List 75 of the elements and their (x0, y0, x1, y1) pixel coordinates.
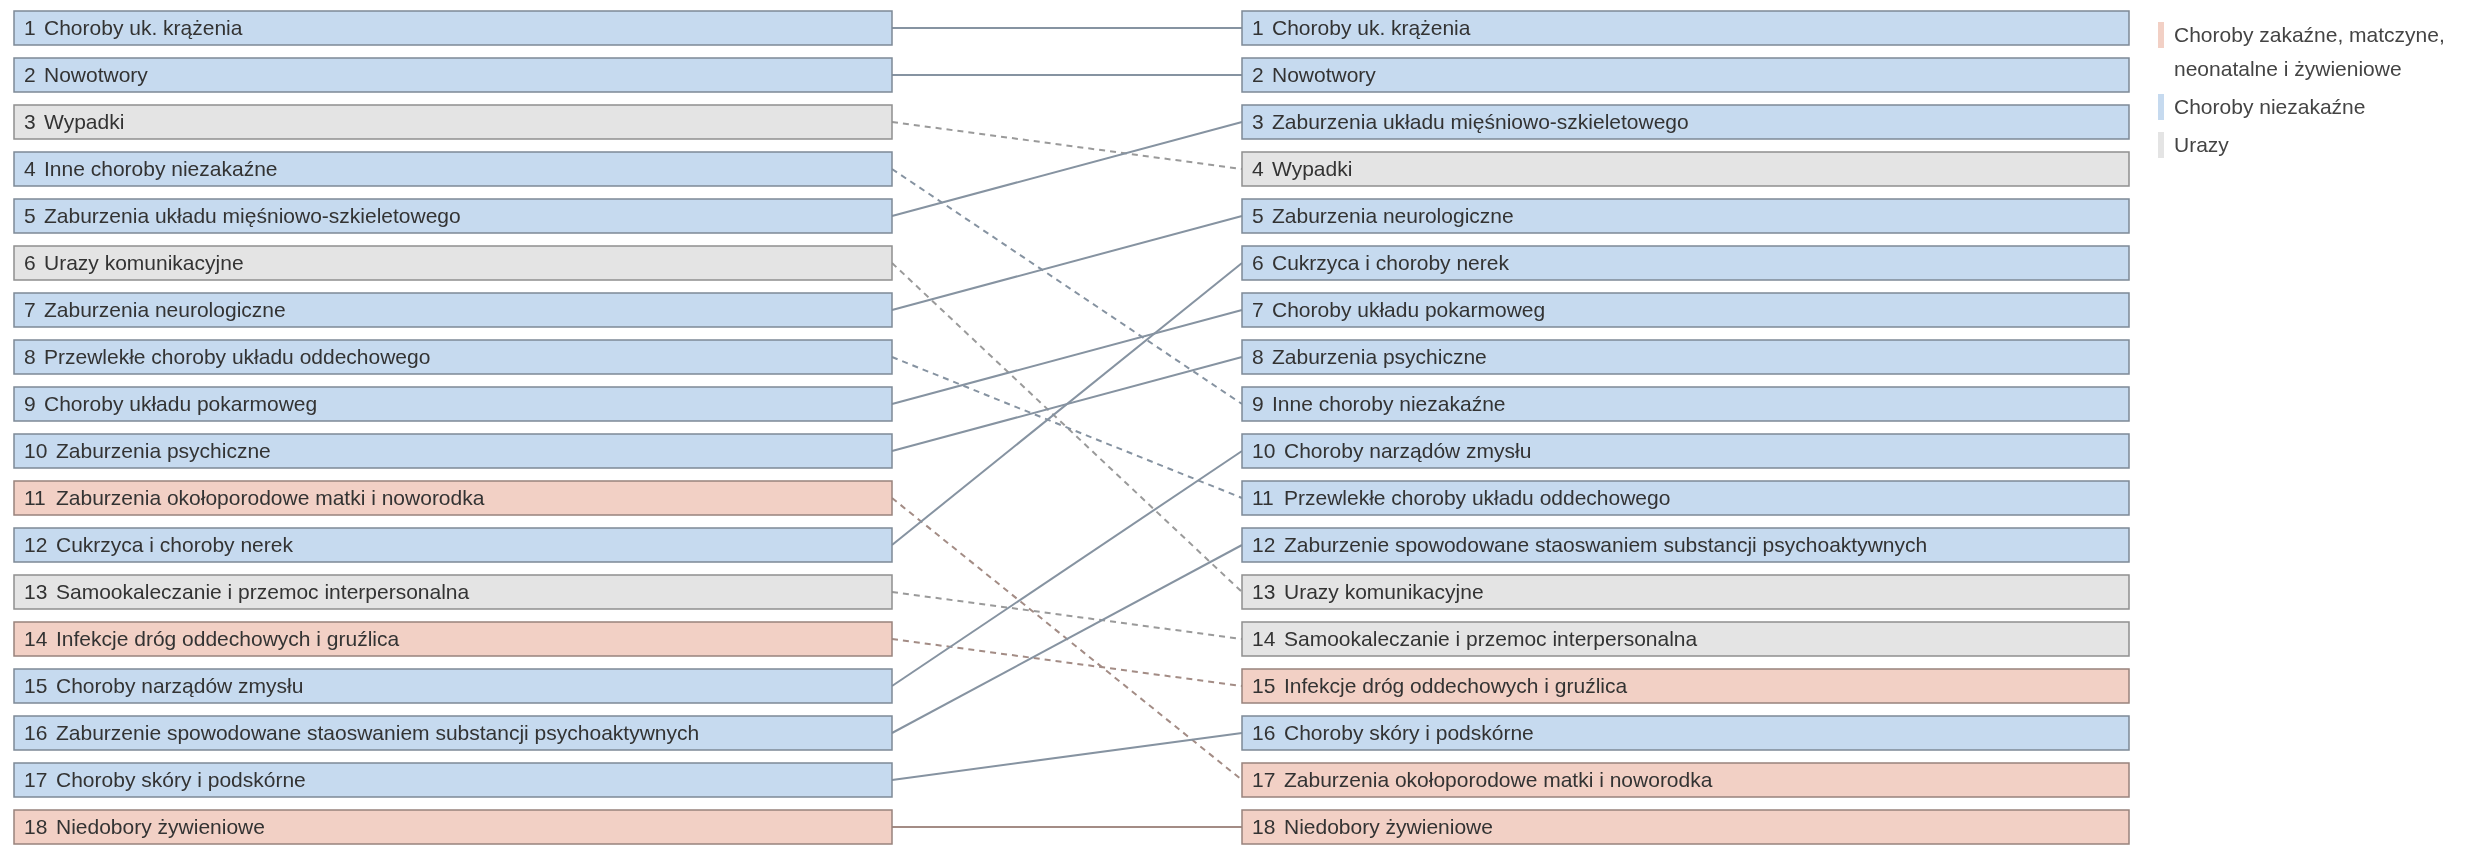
data-label: 2 (24, 63, 36, 86)
category-label: Zaburzenia psychiczne (56, 439, 271, 462)
category-label: Choroby narządów zmysłu (1284, 439, 1532, 462)
category-label: Choroby uk. krążenia (1272, 16, 1471, 39)
category-label: Cukrzyca i choroby nerek (56, 533, 294, 556)
data-label: 8 (24, 345, 36, 368)
category-label: Nowotwory (1272, 63, 1376, 86)
data-label: 5 (1252, 204, 1264, 227)
data-label: 7 (24, 298, 36, 321)
category-label: Zaburzenia okołoporodowe matki i noworodka (1284, 768, 1713, 791)
data-label: 10 (24, 439, 48, 462)
data-label: 11 (24, 486, 46, 509)
category-label: Choroby układu pokarmoweg (44, 392, 318, 415)
category-label: Choroby narządów zmysłu (56, 674, 304, 697)
data-label: 2 (1252, 63, 1264, 86)
category-label: Zaburzenia okołoporodowe matki i noworodka (56, 486, 485, 509)
category-label: Choroby skóry i podskórne (1284, 721, 1534, 744)
category-label: Nowotwory (44, 63, 149, 86)
category-label: Samookaleczanie i przemoc interpersonalna (56, 580, 470, 603)
category-label: Zaburzenia neurologiczne (1272, 204, 1514, 227)
category-label: Cukrzyca i choroby nerek (1272, 251, 1509, 274)
data-label: 15 (24, 674, 48, 697)
category-label: Zaburzenia psychiczne (1272, 345, 1487, 368)
category-label: Choroby układu pokarmoweg (1272, 298, 1546, 321)
category-label: Choroby skóry i podskórne (56, 768, 306, 791)
data-label: 13 (24, 580, 48, 603)
category-label: Wypadki (1272, 157, 1353, 180)
data-label: 18 (24, 815, 48, 838)
category-label: Urazy komunikacyjne (44, 251, 244, 274)
data-label: 5 (24, 204, 36, 227)
data-label: 1 (24, 16, 36, 39)
data-label: 7 (1252, 298, 1264, 321)
data-label: 6 (1252, 251, 1264, 274)
category-label: Inne choroby niezakaźne (1272, 392, 1506, 415)
data-label: 3 (1252, 110, 1264, 133)
data-label: 10 (1252, 439, 1276, 462)
data-label: 12 (24, 533, 48, 556)
data-label: 18 (1252, 815, 1276, 838)
data-label: 12 (1252, 533, 1276, 556)
data-label: 14 (24, 627, 48, 650)
data-label: 9 (24, 392, 36, 415)
data-label: 17 (1252, 768, 1276, 791)
data-label: 1 (1252, 16, 1264, 39)
text: Choroby zakaźne, matczyne, neonatalne i żywieniowe (2174, 23, 2445, 80)
category-label: Infekcje dróg oddechowych i gruźlica (1284, 674, 1628, 697)
data-label: 9 (1252, 392, 1264, 415)
data-label: 4 (24, 157, 36, 180)
category-label: Przewlekłe choroby układu oddechowego (44, 345, 431, 368)
category-label: Inne choroby niezakaźne (44, 157, 278, 180)
category-label: Niedobory żywieniowe (1284, 815, 1493, 838)
data-label: 14 (1252, 627, 1276, 650)
data-label: 17 (24, 768, 48, 791)
data-label: 11 (1252, 486, 1274, 509)
category-label: Zaburzenia układu mięśniowo-szkieletowego (44, 204, 461, 227)
data-label: 15 (1252, 674, 1276, 697)
category-label: Zaburzenia układu mięśniowo-szkieletowego (1272, 110, 1689, 133)
category-label: Zaburzenie spowodowane staoswaniem substancji psychoaktywnych (1284, 533, 1928, 556)
category-label: Wypadki (44, 110, 125, 133)
category-label: Choroby uk. krążenia (44, 16, 243, 39)
category-label: Urazy komunikacyjne (1284, 580, 1484, 603)
data-label: 8 (1252, 345, 1264, 368)
category-label: Samookaleczanie i przemoc interpersonalna (1284, 627, 1698, 650)
data-label: 13 (1252, 580, 1276, 603)
data-label: 6 (24, 251, 36, 274)
data-label: 4 (1252, 157, 1264, 180)
category-label: Zaburzenie spowodowane staoswaniem substancji psychoaktywnych (56, 721, 700, 744)
data-label: 16 (24, 721, 48, 744)
text: Urazy (2174, 133, 2230, 156)
data-label: 3 (24, 110, 36, 133)
category-label: Niedobory żywieniowe (56, 815, 265, 838)
category-label: Przewlekłe choroby układu oddechowego (1284, 486, 1671, 509)
data-label: 16 (1252, 721, 1276, 744)
category-label: Zaburzenia neurologiczne (44, 298, 286, 321)
text: Choroby niezakaźne (2174, 95, 2366, 118)
category-label: Infekcje dróg oddechowych i gruźlica (56, 627, 400, 650)
